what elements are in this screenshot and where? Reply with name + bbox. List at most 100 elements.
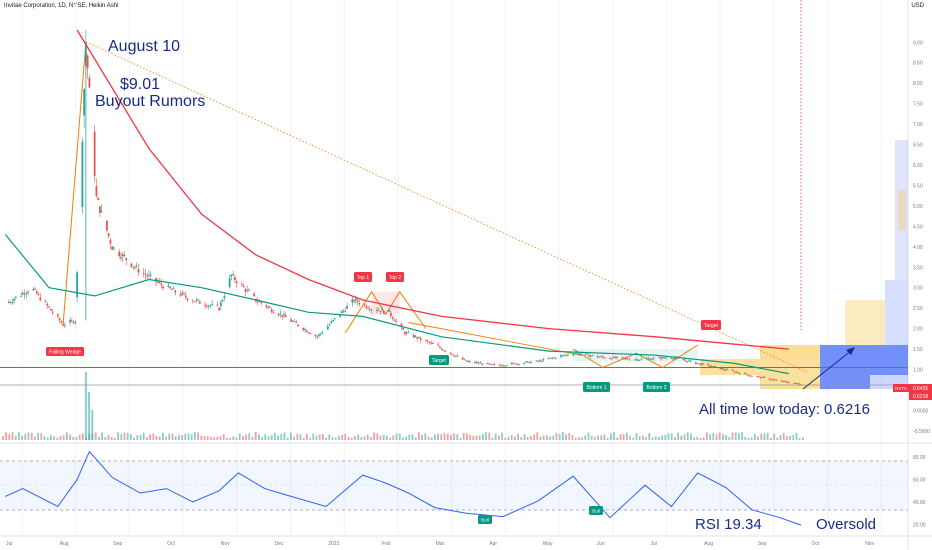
candle-body bbox=[758, 376, 760, 378]
candle-body bbox=[130, 263, 133, 267]
volume-bar bbox=[165, 436, 167, 440]
candle-body bbox=[686, 361, 689, 363]
volume-bar bbox=[766, 432, 769, 440]
candle-body bbox=[540, 360, 543, 362]
volume-bar bbox=[14, 435, 17, 440]
volume-bar bbox=[702, 437, 705, 440]
candle-body bbox=[290, 319, 292, 322]
volume-bar bbox=[302, 437, 305, 440]
volume-bar bbox=[30, 432, 33, 440]
volume-bar bbox=[158, 436, 161, 440]
volume-bar bbox=[651, 437, 654, 440]
candle-body bbox=[170, 289, 173, 291]
price-tick-label: 2.50 bbox=[913, 306, 923, 312]
candle-body bbox=[400, 323, 403, 327]
volume-bar bbox=[613, 432, 615, 440]
candle-body bbox=[321, 332, 324, 334]
volume-bar bbox=[725, 435, 727, 440]
candle-body bbox=[505, 365, 508, 367]
annotation-arrow bbox=[802, 349, 853, 390]
volume-bar bbox=[325, 437, 327, 440]
volume-profile bbox=[700, 140, 908, 389]
candle-body bbox=[444, 350, 447, 352]
candle-body bbox=[479, 362, 482, 364]
candle-body bbox=[768, 378, 771, 380]
candle-body bbox=[719, 367, 722, 370]
candle-body bbox=[635, 359, 638, 361]
candle-body bbox=[609, 358, 611, 360]
candle-body bbox=[83, 89, 86, 116]
volume-bar bbox=[728, 436, 731, 440]
price-tick-label: 2.00 bbox=[913, 327, 923, 333]
candle-body bbox=[672, 358, 675, 360]
candle-body bbox=[272, 312, 275, 314]
volume-bar bbox=[395, 433, 398, 440]
candle-body bbox=[763, 377, 766, 378]
volume-bar bbox=[360, 437, 363, 440]
svg-text:Bull: Bull bbox=[592, 509, 600, 514]
candle-body bbox=[328, 324, 331, 326]
volume-bar bbox=[306, 433, 308, 440]
volume-bar bbox=[363, 436, 366, 440]
volume-bar bbox=[146, 437, 148, 440]
volume-bar bbox=[712, 433, 715, 440]
volume-bar bbox=[347, 436, 350, 440]
candle-body bbox=[468, 361, 471, 362]
volume-bar bbox=[430, 437, 433, 440]
time-tick-label: 2023 bbox=[328, 541, 339, 547]
candle-body bbox=[358, 303, 361, 305]
volume-bar bbox=[558, 434, 561, 440]
candle-body bbox=[253, 293, 256, 297]
candle-body bbox=[477, 362, 480, 364]
volume-bars bbox=[2, 372, 804, 440]
volume-spike-bar bbox=[84, 372, 87, 440]
candle-body bbox=[167, 285, 170, 287]
candle-body bbox=[118, 251, 121, 257]
volume-bar bbox=[555, 432, 558, 440]
volume-bar bbox=[312, 433, 315, 440]
candle-body bbox=[174, 290, 177, 293]
candle-body bbox=[204, 304, 206, 306]
candle-body bbox=[49, 308, 52, 311]
candle-body bbox=[240, 283, 243, 285]
price-tick-label: 3.50 bbox=[913, 265, 923, 271]
volume-bar bbox=[744, 436, 747, 440]
candle-body bbox=[733, 371, 736, 373]
candle-body bbox=[560, 355, 562, 357]
volume-bar bbox=[485, 432, 487, 440]
volume-bar bbox=[155, 436, 158, 440]
candle-body bbox=[596, 356, 599, 358]
candle-body bbox=[503, 365, 506, 367]
volume-bar bbox=[43, 436, 46, 440]
candle-body bbox=[307, 332, 310, 334]
volume-bar bbox=[763, 433, 766, 440]
volume-bar bbox=[536, 432, 539, 440]
volume-bar bbox=[408, 434, 411, 440]
candle-body bbox=[183, 293, 185, 295]
volume-bar bbox=[565, 434, 567, 440]
volume-bar bbox=[373, 432, 375, 440]
volume-bar bbox=[770, 437, 772, 440]
last-price-badge: 0.6455 bbox=[909, 384, 932, 392]
candle-body bbox=[13, 299, 15, 301]
candle-body bbox=[144, 274, 147, 276]
volume-bar bbox=[72, 436, 75, 440]
candle-body bbox=[526, 361, 529, 363]
candle-body bbox=[297, 324, 299, 327]
candle-body bbox=[302, 328, 305, 331]
candle-body bbox=[11, 302, 14, 303]
volume-bar bbox=[658, 436, 660, 440]
candle-body bbox=[432, 343, 434, 344]
candle-body bbox=[663, 357, 666, 359]
candle-body bbox=[621, 357, 624, 358]
volume-bar bbox=[178, 435, 180, 440]
candle-body bbox=[528, 362, 531, 364]
chart-title: Invitae Corporation, 1D, NYSE, Heikin As… bbox=[4, 3, 119, 9]
volume-bar bbox=[219, 436, 222, 440]
volume-bar bbox=[539, 436, 542, 440]
volume-bar bbox=[309, 437, 311, 440]
time-tick-label: Sep bbox=[758, 541, 767, 547]
volume-bar bbox=[661, 435, 663, 440]
volume-bar bbox=[290, 432, 292, 440]
